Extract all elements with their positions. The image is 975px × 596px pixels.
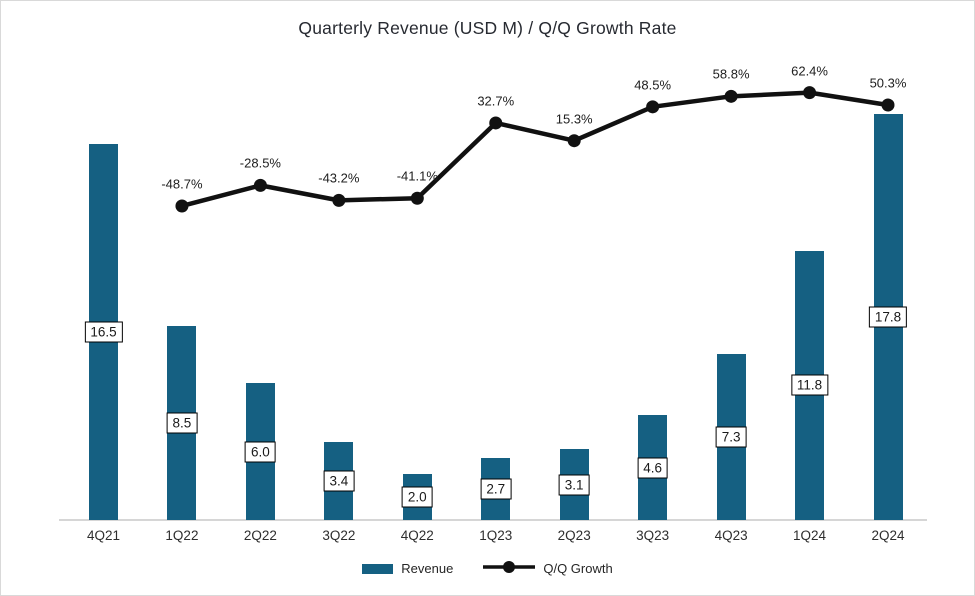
- growth-point: [881, 98, 895, 112]
- revenue-legend-swatch: [362, 563, 394, 574]
- revenue-bar-label: 8.5: [166, 412, 198, 434]
- growth-point-label: 50.3%: [869, 75, 907, 91]
- revenue-bar-label: 17.8: [868, 306, 908, 328]
- growth-point-label: -43.2%: [318, 170, 360, 186]
- legend: Revenue Q/Q Growth: [1, 560, 974, 577]
- chart-title: Quarterly Revenue (USD M) / Q/Q Growth R…: [298, 18, 677, 38]
- revenue-bar-label: 4.6: [637, 457, 669, 479]
- revenue-bar-label: 6.0: [245, 441, 276, 463]
- x-axis-tick-label: 2Q22: [243, 528, 277, 543]
- revenue-bar-label: 7.3: [715, 426, 747, 448]
- revenue-legend-label: Revenue: [401, 561, 454, 576]
- x-axis-tick-label: 4Q21: [86, 528, 121, 543]
- revenue-bar-label: 3.1: [558, 474, 590, 496]
- x-axis-tick-label: 3Q23: [636, 528, 670, 543]
- growth-point: [646, 100, 660, 114]
- growth-point: [332, 193, 346, 207]
- revenue-bar-label: 2.0: [401, 486, 433, 508]
- revenue-bar-label: 2.7: [480, 478, 512, 500]
- growth-point: [803, 86, 817, 100]
- growth-point-label: 15.3%: [555, 111, 593, 127]
- x-axis-tick-label: 1Q22: [165, 528, 199, 543]
- growth-point-label: 32.7%: [477, 93, 515, 109]
- growth-point: [489, 116, 503, 130]
- growth-legend-marker: [483, 560, 536, 577]
- growth-legend-dot: [503, 561, 516, 573]
- x-axis-tick-label: 2Q23: [557, 528, 591, 543]
- growth-line: [179, 90, 891, 209]
- revenue-bar-label: 11.8: [790, 374, 829, 396]
- growth-point: [253, 178, 267, 192]
- growth-point-label: -28.5%: [239, 155, 281, 171]
- x-axis-tick-label: 1Q23: [479, 528, 513, 543]
- growth-point: [567, 134, 581, 148]
- growth-legend-label: Q/Q Growth: [543, 561, 613, 576]
- growth-point: [410, 191, 424, 205]
- growth-point-label: 58.8%: [712, 66, 750, 82]
- x-axis-tick-label: 2Q24: [871, 528, 905, 543]
- revenue-bar-label: 3.4: [323, 470, 355, 492]
- x-axis-line: [59, 519, 927, 521]
- growth-point-label: -41.1%: [396, 168, 438, 184]
- growth-point-label: 48.5%: [634, 77, 672, 93]
- growth-point-label: 62.4%: [791, 63, 828, 79]
- growth-point: [724, 89, 738, 103]
- x-axis-tick-label: 3Q22: [322, 528, 356, 543]
- x-axis-tick-label: 1Q24: [793, 528, 827, 543]
- x-axis-tick-label: 4Q22: [400, 528, 434, 543]
- growth-point: [175, 199, 189, 213]
- revenue-bar-label: 16.5: [84, 321, 123, 343]
- growth-point-label: -48.7%: [161, 176, 203, 192]
- x-axis-tick-label: 4Q23: [714, 528, 748, 543]
